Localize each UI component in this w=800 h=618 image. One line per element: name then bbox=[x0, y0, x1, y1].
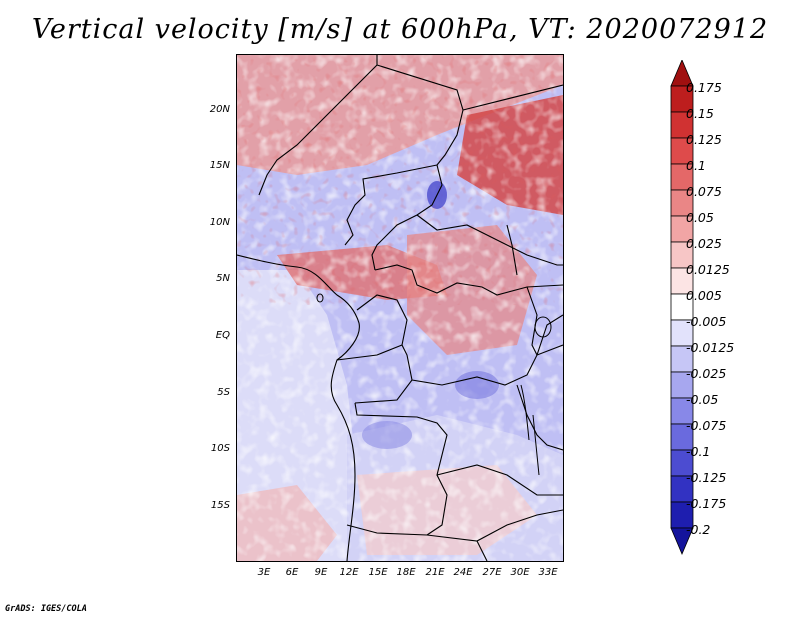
lon-label-6e: 6E bbox=[285, 567, 299, 578]
colorbar-label: -0.0125 bbox=[686, 340, 735, 355]
colorbar-label: -0.075 bbox=[686, 418, 727, 433]
lon-label-24e: 24E bbox=[453, 567, 473, 578]
colorbar-label: 0.1 bbox=[686, 158, 706, 173]
lakes bbox=[316, 293, 552, 476]
lat-label-20n: 20N bbox=[209, 104, 230, 115]
map-panel bbox=[236, 54, 564, 562]
grads-credit: GrADS: IGES/COLA bbox=[5, 604, 87, 614]
lon-label-21e: 21E bbox=[425, 567, 445, 578]
colorbar-label: 0.0125 bbox=[686, 262, 730, 277]
colorbar-swatch bbox=[670, 527, 694, 556]
colorbar-label: 0.05 bbox=[686, 210, 714, 225]
lat-label-5n: 5N bbox=[216, 273, 230, 284]
lat-label-10n: 10N bbox=[209, 217, 230, 228]
lat-label-15n: 15N bbox=[209, 160, 230, 171]
colorbar-label: 0.15 bbox=[686, 106, 714, 121]
colorbar-label: -0.1 bbox=[686, 444, 711, 459]
map-title: Vertical velocity [m/s] at 600hPa, VT: 2… bbox=[31, 14, 769, 45]
field-texture-red bbox=[237, 55, 563, 305]
lon-label-3e: 3E bbox=[257, 567, 271, 578]
lat-label-10s: 10S bbox=[210, 443, 230, 454]
lat-label-eq: EQ bbox=[215, 330, 230, 341]
colorbar-label: -0.2 bbox=[686, 522, 711, 537]
lon-label-12e: 12E bbox=[339, 567, 359, 578]
colorbar-label: -0.005 bbox=[686, 314, 727, 329]
colorbar-label: 0.005 bbox=[686, 288, 722, 303]
colorbar-label: 0.025 bbox=[686, 236, 722, 251]
field-blue-spot-2 bbox=[455, 371, 499, 399]
lon-label-9e: 9E bbox=[314, 567, 328, 578]
lon-label-27e: 27E bbox=[482, 567, 502, 578]
lat-label-15s: 15S bbox=[210, 500, 230, 511]
lon-label-15e: 15E bbox=[368, 567, 388, 578]
lon-label-30e: 30E bbox=[510, 567, 530, 578]
colorbar-label: -0.025 bbox=[686, 366, 727, 381]
lon-label-18e: 18E bbox=[396, 567, 416, 578]
colorbar bbox=[670, 60, 694, 556]
colorbar-label: 0.075 bbox=[686, 184, 722, 199]
colorbar-label: -0.125 bbox=[686, 470, 727, 485]
lon-label-33e: 33E bbox=[538, 567, 558, 578]
lat-label-5s: 5S bbox=[217, 387, 230, 398]
field-blue-spot-3 bbox=[362, 421, 412, 449]
colorbar-label: -0.175 bbox=[686, 496, 727, 511]
colorbar-label: 0.175 bbox=[686, 80, 722, 95]
colorbar-label: 0.125 bbox=[686, 132, 722, 147]
colorbar-label: -0.05 bbox=[686, 392, 719, 407]
map-borders bbox=[237, 55, 563, 561]
